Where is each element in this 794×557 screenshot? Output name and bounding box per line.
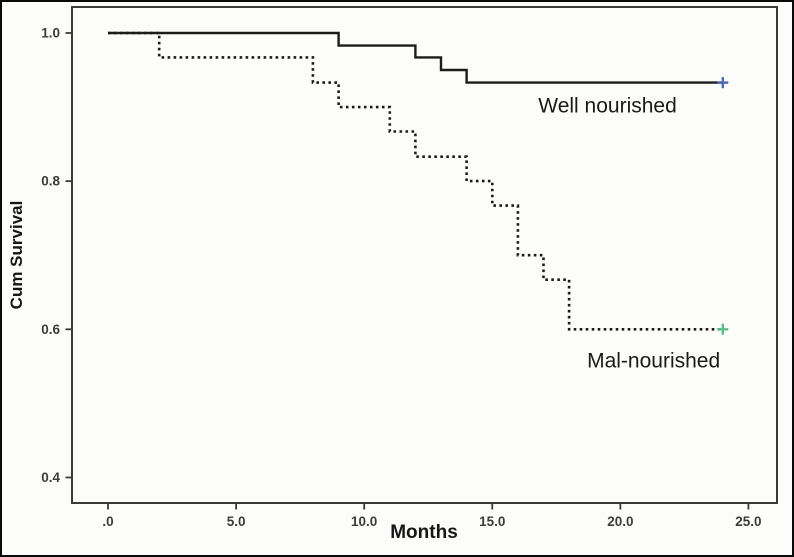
y-tick-label: 1.0	[41, 26, 60, 41]
survival-curve-well-nourished	[108, 31, 723, 84]
x-tick-label: .0	[102, 514, 113, 529]
axis-ticks: .0 5.0 10.0 15.0 20.0 25.0 1.0 0.8 0.6 0.4	[41, 26, 761, 530]
curve-labels: Well nourished Mal-nourished	[538, 95, 720, 373]
x-tick-label: 15.0	[479, 514, 505, 529]
curve-label-mal-nourished: Mal-nourished	[587, 349, 720, 372]
y-tick-label: 0.6	[41, 322, 60, 337]
x-tick-label: 25.0	[735, 514, 761, 529]
x-tick-label: 10.0	[351, 514, 377, 529]
y-axis-title: Cum Survival	[7, 201, 26, 310]
censor-mark-well-nourished	[717, 77, 729, 89]
y-tick-label: 0.4	[41, 470, 60, 485]
x-tick-label: 5.0	[227, 514, 246, 529]
x-tick-label: 20.0	[607, 514, 633, 529]
curve-label-well-nourished: Well nourished	[538, 95, 677, 118]
x-axis-title: Months	[390, 522, 458, 543]
censor-mark-mal-nourished	[717, 323, 729, 335]
survival-curves	[108, 31, 729, 335]
survival-curve-mal-nourished	[108, 31, 723, 331]
y-tick-label: 0.8	[41, 174, 60, 189]
plot-frame	[71, 6, 778, 504]
